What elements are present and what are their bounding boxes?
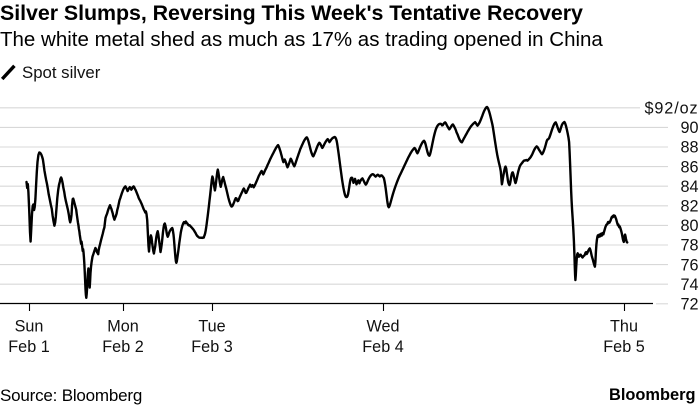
svg-text:86: 86 (680, 158, 698, 176)
svg-text:Tue: Tue (198, 318, 225, 336)
svg-text:Mon: Mon (107, 318, 139, 336)
svg-text:84: 84 (680, 178, 698, 196)
svg-text:Feb 4: Feb 4 (362, 338, 403, 356)
svg-text:Wed: Wed (367, 318, 400, 336)
svg-text:Feb 5: Feb 5 (603, 338, 644, 356)
svg-text:82: 82 (680, 198, 698, 216)
svg-text:Thu: Thu (610, 318, 638, 336)
svg-text:Feb 2: Feb 2 (102, 338, 143, 356)
svg-text:78: 78 (680, 237, 698, 255)
svg-text:88: 88 (680, 139, 698, 157)
svg-text:Feb 1: Feb 1 (8, 338, 49, 356)
svg-text:80: 80 (680, 217, 698, 235)
svg-text:Sun: Sun (15, 318, 44, 336)
svg-text:76: 76 (680, 256, 698, 274)
svg-text:$92/oz: $92/oz (644, 100, 698, 118)
svg-text:72: 72 (680, 296, 698, 314)
svg-text:90: 90 (680, 119, 698, 137)
svg-text:Feb 3: Feb 3 (191, 338, 232, 356)
svg-text:74: 74 (680, 276, 698, 294)
